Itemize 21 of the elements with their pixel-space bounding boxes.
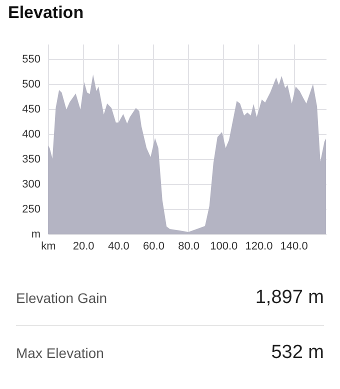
- text: 532 m: [271, 342, 324, 364]
- x-tick-label: 80.0: [178, 240, 200, 252]
- y-tick-label: 500: [22, 78, 40, 90]
- x-tick-label: 60.0: [143, 240, 164, 252]
- chart-title: Elevation: [8, 3, 84, 22]
- x-tick-label: 20.0: [72, 240, 94, 252]
- text: 1,897 m: [255, 287, 324, 309]
- y-tick-label: 400: [22, 128, 40, 140]
- x-tick-label: 140.0: [280, 240, 308, 252]
- y-tick-label: 250: [22, 204, 40, 216]
- y-tick-label: 300: [22, 178, 40, 190]
- text: Max Elevation: [16, 345, 104, 361]
- x-tick-label: km: [41, 240, 56, 252]
- x-tick-label: 100.0: [210, 240, 238, 252]
- y-tick-label: 350: [22, 154, 40, 166]
- y-tick-label: m: [31, 228, 40, 240]
- text: Elevation Gain: [16, 290, 108, 306]
- x-tick-label: 120.0: [245, 240, 273, 252]
- y-tick-label: 550: [22, 54, 40, 66]
- y-tick-label: 450: [22, 104, 40, 116]
- x-tick-label: 40.0: [108, 240, 130, 252]
